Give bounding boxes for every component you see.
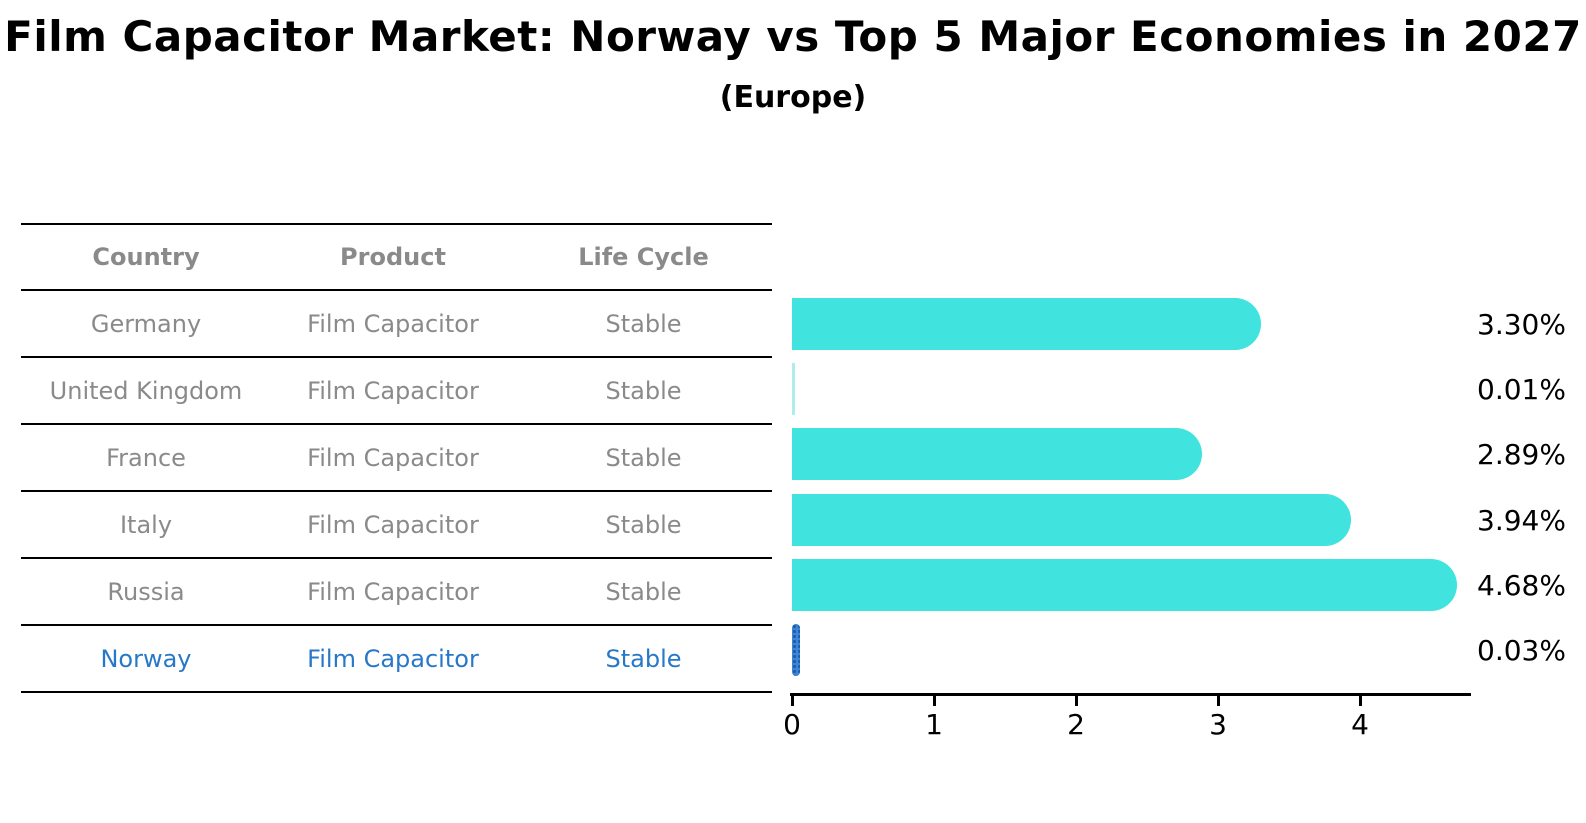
country-cell: Russia <box>107 577 185 606</box>
x-tick-label-3: 3 <box>1209 708 1227 741</box>
table-row-germany: Germany Film Capacitor Stable <box>21 291 772 358</box>
product-cell: Film Capacitor <box>307 309 479 338</box>
life-cycle-cell: Stable <box>605 577 682 606</box>
value-label-italy: 3.94% <box>1477 503 1566 537</box>
table-body: Germany Film Capacitor Stable United Kingdo… <box>21 291 772 693</box>
value-label-russia: 4.68% <box>1477 568 1566 602</box>
country-cell: Germany <box>90 309 202 338</box>
x-axis-line <box>790 693 1471 696</box>
value-label-norway: 0.03% <box>1477 634 1566 667</box>
bar-russia <box>792 558 1457 611</box>
table-row-italy: Italy Film Capacitor Stable <box>21 492 772 559</box>
x-tick-mark-4 <box>1359 695 1362 706</box>
bar-france <box>792 428 1203 481</box>
product-cell: Film Capacitor <box>307 644 479 673</box>
product-cell: Film Capacitor <box>307 577 479 606</box>
chart-title: Film Capacitor Market: Norway vs Top 5 M… <box>4 12 1582 61</box>
country-cell: Norway <box>100 644 192 673</box>
life-cycle-cell: Stable <box>605 644 682 673</box>
value-label-germany: 3.30% <box>1477 308 1566 341</box>
x-tick-mark-1 <box>933 695 936 706</box>
value-label-united-kingdom: 0.01% <box>1477 373 1566 407</box>
value-label-france: 2.89% <box>1477 438 1566 472</box>
x-tick-mark-3 <box>1217 695 1220 706</box>
table-header-country: Country <box>92 243 200 271</box>
bar-italy <box>792 493 1352 546</box>
table-row-united-kingdom: United Kingdom Film Capacitor Stable <box>21 358 772 425</box>
life-cycle-cell: Stable <box>605 510 682 539</box>
table-row-france: France Film Capacitor Stable <box>21 425 772 492</box>
country-cell: France <box>106 443 186 472</box>
chart-subtitle: (Europe) <box>719 80 867 115</box>
product-cell: Film Capacitor <box>307 443 479 472</box>
table-header-lifecycle: Life Cycle <box>578 243 709 271</box>
country-table: Country Product Life Cycle Germany Film C… <box>21 223 772 693</box>
table-header-product: Product <box>340 243 446 271</box>
x-tick-label-2: 2 <box>1067 708 1085 741</box>
life-cycle-cell: Stable <box>605 376 682 405</box>
table-row-russia: Russia Film Capacitor Stable <box>21 559 772 626</box>
life-cycle-cell: Stable <box>605 443 682 472</box>
x-tick-mark-2 <box>1075 695 1078 706</box>
x-tick-label-1: 1 <box>925 708 943 741</box>
product-cell: Film Capacitor <box>307 510 479 539</box>
life-cycle-cell: Stable <box>605 309 682 338</box>
table-header-row: Country Product Life Cycle <box>21 225 772 291</box>
bar-norway <box>792 624 800 676</box>
country-cell: Italy <box>119 510 173 539</box>
product-cell: Film Capacitor <box>307 376 479 405</box>
bar-united-kingdom <box>792 363 795 416</box>
x-tick-label-4: 4 <box>1351 708 1369 741</box>
x-tick-mark-0 <box>791 695 794 706</box>
country-cell: United Kingdom <box>49 376 243 405</box>
bar-germany <box>792 298 1261 350</box>
x-tick-label-0: 0 <box>783 708 801 741</box>
table-row-norway: Norway Film Capacitor Stable <box>21 626 772 693</box>
